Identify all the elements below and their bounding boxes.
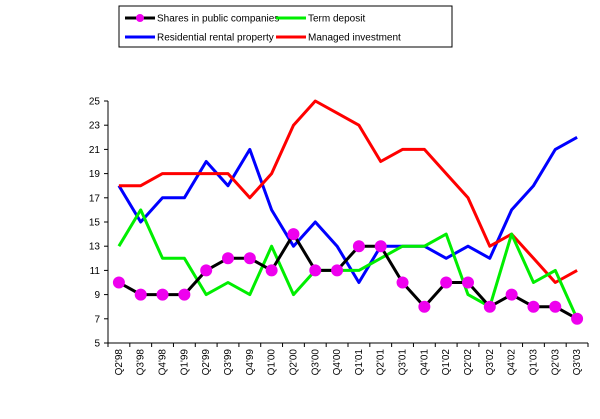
legend-label-2: Residential rental property bbox=[157, 33, 274, 44]
data-point bbox=[505, 288, 518, 301]
y-tick-label: 25 bbox=[89, 97, 101, 108]
data-point bbox=[200, 264, 213, 277]
x-tick-label: Q4'01 bbox=[419, 349, 430, 376]
series-line-1 bbox=[117, 208, 579, 320]
markers bbox=[112, 228, 584, 325]
y-tick-label: 9 bbox=[94, 290, 100, 301]
data-point bbox=[309, 264, 322, 277]
data-point bbox=[156, 288, 169, 301]
legend-box bbox=[118, 5, 453, 48]
data-point bbox=[243, 252, 256, 265]
x-tick-label: Q2'02 bbox=[463, 349, 474, 376]
x-tick-label: Q4'00 bbox=[332, 349, 343, 376]
series-line-0 bbox=[118, 232, 578, 321]
data-point bbox=[287, 228, 300, 241]
y-tick-label: 17 bbox=[89, 193, 101, 204]
legend-label-1: Term deposit bbox=[308, 14, 365, 25]
data-point bbox=[462, 276, 474, 289]
data-point bbox=[352, 240, 365, 253]
data-point bbox=[440, 276, 453, 289]
y-tick-label: 5 bbox=[94, 339, 100, 350]
x-tick-label: Q1'99 bbox=[179, 349, 190, 376]
y-tick-label: 19 bbox=[89, 169, 101, 180]
x-tick-label: Q2'03 bbox=[550, 349, 561, 376]
x-tick-label: Q4'98 bbox=[158, 349, 169, 376]
legend-label-3: Managed investment bbox=[308, 33, 401, 44]
data-point bbox=[549, 300, 562, 313]
x-tick-label: Q2'00 bbox=[288, 349, 299, 376]
x-tick-label: Q2'98 bbox=[114, 349, 125, 376]
data-point bbox=[331, 264, 344, 277]
data-point bbox=[374, 240, 387, 253]
x-tick-label: Q4'02 bbox=[507, 349, 518, 376]
data-point bbox=[265, 264, 278, 277]
x-tick-label: Q3'03 bbox=[572, 349, 583, 376]
y-tick-label: 13 bbox=[89, 242, 101, 253]
x-tick-label: Q1'00 bbox=[267, 349, 278, 376]
y-tick-label: 11 bbox=[90, 266, 101, 277]
data-point bbox=[134, 288, 147, 301]
x-tick-label: Q1'03 bbox=[528, 349, 539, 376]
y-tick-label: 15 bbox=[89, 218, 101, 229]
x-tick-label: Q2'01 bbox=[376, 349, 387, 376]
x-tick-label: Q1'01 bbox=[354, 349, 365, 376]
data-point bbox=[112, 276, 125, 289]
data-point bbox=[483, 300, 496, 313]
legend-label-0: Shares in public companies bbox=[157, 14, 279, 25]
series-line-3 bbox=[118, 99, 578, 284]
x-tick-label: Q2'99 bbox=[201, 349, 212, 376]
x-tick-label: Q3'98 bbox=[136, 349, 147, 376]
data-point bbox=[418, 300, 431, 313]
series-line-2 bbox=[117, 135, 578, 284]
data-point bbox=[527, 300, 540, 313]
data-point bbox=[222, 252, 234, 265]
y-tick-label: 23 bbox=[89, 121, 101, 132]
x-tick-label: Q1'02 bbox=[441, 349, 452, 376]
data-point bbox=[396, 276, 409, 289]
data-point bbox=[178, 288, 191, 301]
data-point bbox=[571, 312, 584, 325]
y-tick-label: 21 bbox=[89, 145, 101, 156]
legend: Shares in public companies Term deposit Re… bbox=[118, 5, 453, 48]
x-tick-label: Q3'02 bbox=[485, 349, 496, 376]
series-lines bbox=[117, 99, 579, 321]
x-tick-label: Q3'01 bbox=[398, 349, 409, 376]
axes: 5 7 9 11 13 15 17 19 21 23 25 Q2'98 Q3'98 Q4'98 Q1'99 Q… bbox=[89, 97, 589, 376]
x-tick-label: Q3'00 bbox=[310, 349, 321, 376]
y-tick-label: 7 bbox=[94, 314, 100, 325]
x-tick-label: Q3'99 bbox=[223, 349, 234, 376]
x-tick-label: Q4'99 bbox=[245, 349, 256, 376]
legend-marker bbox=[136, 14, 144, 22]
